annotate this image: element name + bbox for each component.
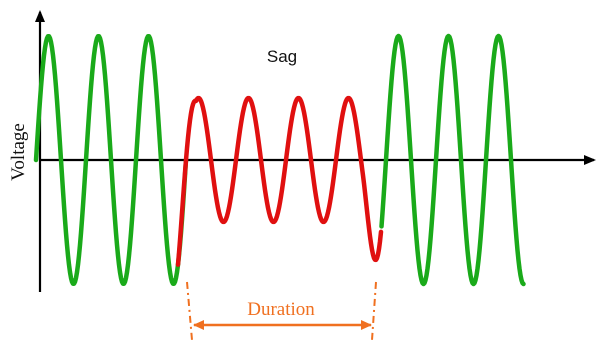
sag-label: Sag <box>267 47 297 66</box>
duration-label: Duration <box>247 299 315 320</box>
sag-voltage-wave <box>175 95 384 267</box>
normal-voltage-wave-before <box>33 33 189 287</box>
normal-voltage-wave-after <box>379 33 526 287</box>
duration-start-marker <box>186 281 193 341</box>
voltage-axis-label: Voltage <box>8 123 29 181</box>
duration-end-marker <box>371 281 377 341</box>
